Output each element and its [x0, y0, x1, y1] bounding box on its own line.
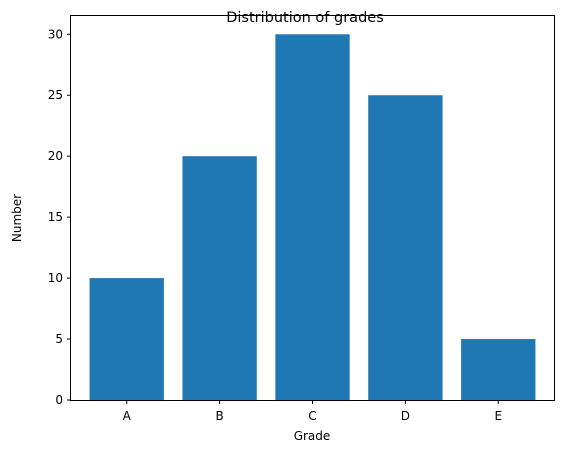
x-tick-label: C: [308, 409, 316, 423]
bar-e: [461, 339, 536, 400]
x-tick-label: E: [494, 409, 502, 423]
x-tick-label: A: [123, 409, 132, 423]
x-axis-title: Grade: [294, 429, 331, 443]
chart-title: Distribution of grades: [226, 10, 384, 26]
y-axis: 0 5 10 15 20 25 30: [48, 27, 71, 407]
y-tick-label: 0: [55, 393, 63, 407]
y-tick-label: 25: [48, 88, 63, 102]
bars-layer: [89, 34, 536, 401]
plot-frame: [70, 15, 555, 401]
bar-a: [89, 278, 164, 400]
bar-c: [275, 34, 350, 400]
y-tick-label: 15: [48, 210, 63, 224]
y-tick-label: 10: [48, 271, 63, 285]
x-axis: A B C D E: [123, 400, 502, 423]
x-tick-label: B: [215, 409, 223, 423]
bar-b: [182, 156, 257, 400]
bar-d: [368, 95, 443, 401]
x-tick-label: D: [401, 409, 410, 423]
y-axis-title: Number: [10, 194, 24, 242]
y-tick-label: 30: [48, 27, 63, 41]
y-tick-label: 20: [48, 149, 63, 163]
y-tick-label: 5: [55, 332, 63, 346]
